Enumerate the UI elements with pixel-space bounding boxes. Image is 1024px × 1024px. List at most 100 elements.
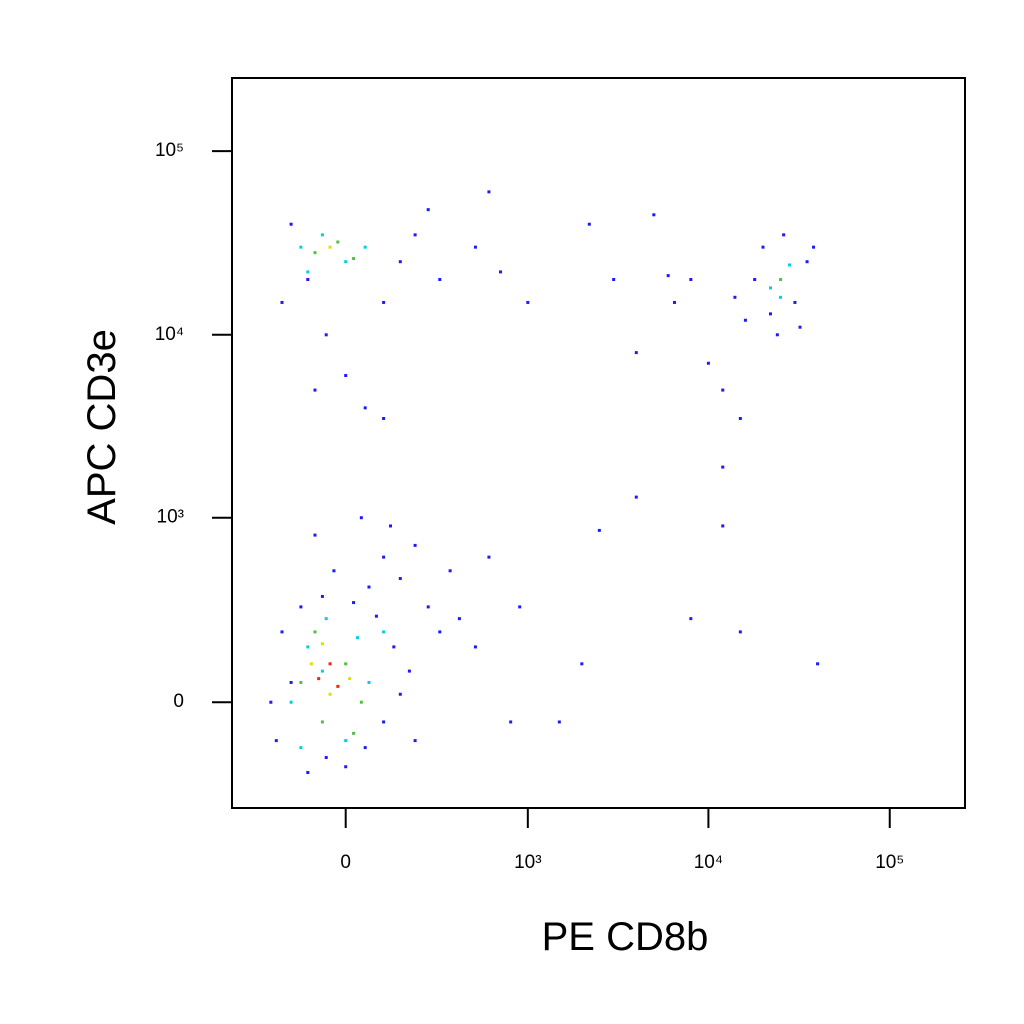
dot [320,233,324,237]
x-tick-label: 10⁵ [875,852,904,873]
y-tick-label: 10⁴ [155,324,184,345]
dot [426,208,430,212]
dot [332,569,336,573]
dot [812,245,816,249]
dot [382,630,386,634]
x-axis-label: PE CD8b [542,915,709,959]
dot [743,318,747,322]
dot [775,333,779,337]
dot [320,594,324,598]
y-tick-label: 10⁵ [155,140,184,161]
dot [344,739,348,743]
dot [438,278,442,282]
dot [313,388,317,392]
dot [324,333,328,337]
dot [348,677,352,681]
dot [457,617,461,621]
dot [367,680,371,684]
dot [779,295,783,299]
dot [359,700,363,704]
dot [344,260,348,264]
dot [299,605,303,609]
y-tick-label: 10³ [157,507,184,528]
dot [787,263,791,267]
dot [289,700,293,704]
dot [352,601,356,605]
dot [324,617,328,621]
dot [382,416,386,420]
dot [363,746,367,750]
dot [499,270,503,274]
dot [359,516,363,520]
dot [526,300,530,304]
dot [382,720,386,724]
dot [313,533,317,537]
dot [473,645,477,649]
dot [487,190,491,194]
dot [336,240,340,244]
dot [328,662,332,666]
dot [782,233,786,237]
y-axis-label: APC CD3e [80,329,124,525]
dot [768,286,772,290]
dot [689,278,693,282]
dot [672,300,676,304]
x-tick-label: 0 [340,852,351,873]
dot [652,213,656,217]
x-tick-label: 10³ [514,852,541,873]
dot [448,569,452,573]
dot [392,645,396,649]
dot [317,677,321,681]
dot [363,245,367,249]
dot [413,543,417,547]
dot [738,416,742,420]
dot [289,680,293,684]
dot [413,233,417,237]
dot [328,245,332,249]
dot [666,274,670,278]
dot [580,662,584,666]
x-tick-label: 10⁴ [694,852,723,873]
dot [299,245,303,249]
dot [426,605,430,609]
dot [344,662,348,666]
dot [352,731,356,735]
dot [306,278,310,282]
dot [274,739,278,743]
dot [320,720,324,724]
dot [587,222,591,226]
dot [398,692,402,696]
dot [382,300,386,304]
dot [721,465,725,469]
dot [805,260,809,264]
dot [306,645,310,649]
dot [816,662,820,666]
y-tick-label: 0 [173,691,184,712]
dot [328,692,332,696]
dot [299,746,303,750]
dot [597,528,601,532]
dot [634,495,638,499]
dot [753,278,757,282]
dot [438,630,442,634]
dot [557,720,561,724]
dot [733,295,737,299]
dot [779,278,783,282]
dot [320,669,324,673]
dot [473,245,477,249]
dot [280,630,284,634]
dot [706,361,710,365]
dot [407,669,411,673]
dot [367,585,371,589]
dot [320,642,324,646]
dot [398,260,402,264]
dot [269,700,273,704]
dot [768,312,772,316]
dot [689,617,693,621]
dot [798,325,802,329]
dot [634,351,638,355]
dot [721,524,725,528]
dot [612,278,616,282]
dot [487,555,491,559]
